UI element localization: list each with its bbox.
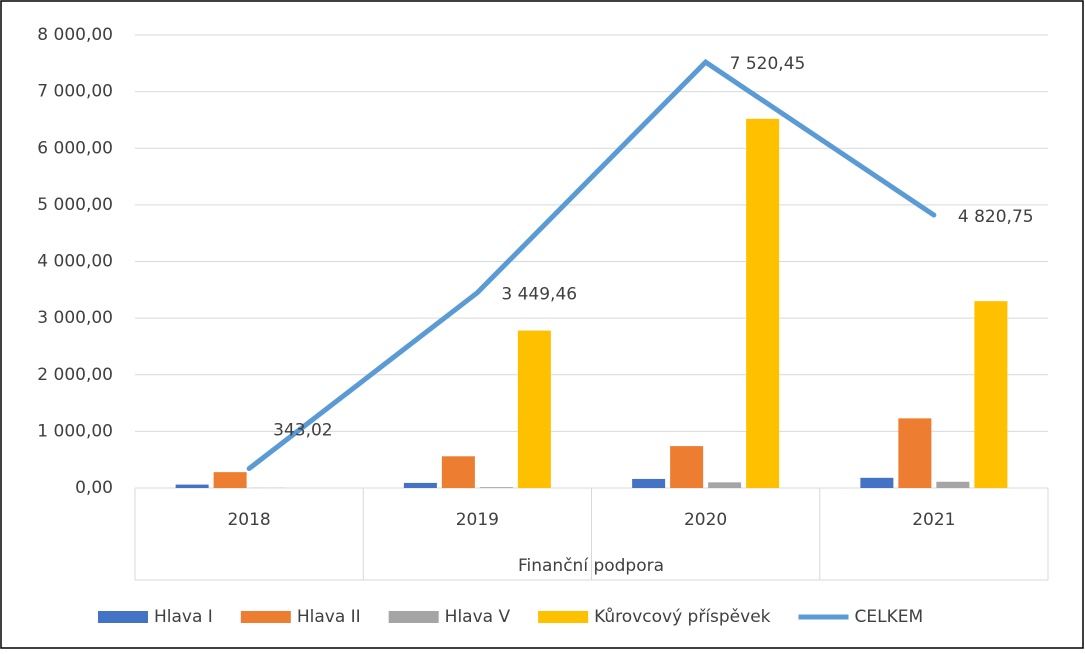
bar bbox=[860, 478, 893, 488]
legend-swatch bbox=[241, 611, 291, 623]
data-label: 3 449,46 bbox=[501, 285, 577, 305]
legend-swatch bbox=[538, 611, 588, 623]
bar bbox=[176, 485, 209, 488]
y-tick-label: 5 000,00 bbox=[37, 195, 113, 215]
bar bbox=[404, 483, 437, 488]
data-label: 4 820,75 bbox=[958, 207, 1034, 227]
legend-label: Hlava I bbox=[154, 607, 213, 627]
bar bbox=[670, 446, 703, 488]
bar bbox=[974, 301, 1007, 488]
bar bbox=[442, 456, 475, 488]
legend-label: Kůrovcový příspěvek bbox=[594, 607, 771, 627]
legend-label: CELKEM bbox=[855, 607, 924, 627]
data-label: 343,02 bbox=[273, 421, 332, 441]
data-label: 7 520,45 bbox=[730, 54, 806, 74]
y-tick-label: 8 000,00 bbox=[37, 25, 113, 45]
legend-label: Hlava V bbox=[445, 607, 511, 627]
x-tick-label: 2020 bbox=[684, 510, 727, 530]
y-tick-label: 7 000,00 bbox=[37, 82, 113, 102]
y-tick-label: 3 000,00 bbox=[37, 308, 113, 328]
x-tick-label: 2019 bbox=[456, 510, 499, 530]
x-tick-label: 2021 bbox=[912, 510, 955, 530]
bar bbox=[518, 331, 551, 488]
y-tick-label: 4 000,00 bbox=[37, 252, 113, 272]
x-tick-label: 2018 bbox=[227, 510, 270, 530]
bar bbox=[214, 472, 247, 488]
bar bbox=[708, 482, 741, 488]
legend-swatch bbox=[389, 611, 439, 623]
bar bbox=[632, 479, 665, 488]
y-tick-label: 6 000,00 bbox=[37, 138, 113, 158]
bar bbox=[898, 418, 931, 488]
legend-swatch bbox=[98, 611, 148, 623]
bar bbox=[746, 119, 779, 488]
y-tick-label: 1 000,00 bbox=[37, 421, 113, 441]
y-tick-label: 0,00 bbox=[75, 478, 113, 498]
bar bbox=[480, 487, 513, 488]
bar bbox=[936, 482, 969, 488]
legend-label: Hlava II bbox=[297, 607, 361, 627]
y-tick-label: 2 000,00 bbox=[37, 365, 113, 385]
